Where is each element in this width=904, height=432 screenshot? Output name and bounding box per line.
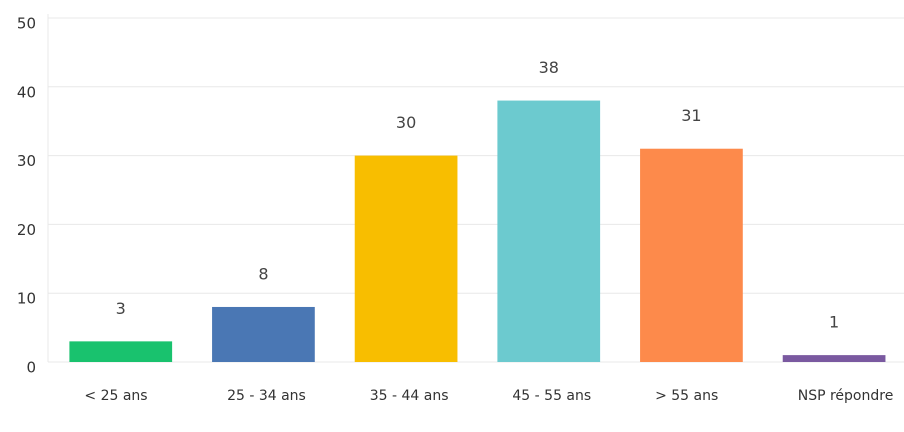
bar bbox=[354, 155, 458, 362]
value-label: 8 bbox=[258, 264, 268, 283]
bar bbox=[640, 148, 743, 362]
x-tick-label: 25 - 34 ans bbox=[227, 388, 306, 404]
y-tick-label: 0 bbox=[26, 359, 36, 377]
y-tick-label: 10 bbox=[17, 290, 36, 308]
bar bbox=[69, 341, 173, 362]
y-tick-label: 50 bbox=[17, 15, 36, 33]
bar bbox=[782, 355, 886, 362]
value-label: 30 bbox=[396, 113, 416, 132]
y-tick-label: 20 bbox=[17, 221, 36, 239]
x-tick-label: NSP répondre bbox=[798, 388, 894, 404]
value-label: 38 bbox=[539, 58, 559, 77]
y-tick-label: 40 bbox=[17, 83, 36, 101]
value-label: 31 bbox=[681, 106, 701, 125]
x-tick-label: 35 - 44 ans bbox=[370, 388, 449, 404]
y-tick-label: 30 bbox=[17, 152, 36, 170]
bar bbox=[212, 306, 315, 362]
x-tick-label: 45 - 55 ans bbox=[512, 388, 591, 404]
x-tick-label: < 25 ans bbox=[84, 388, 147, 404]
bar bbox=[497, 100, 601, 362]
value-label: 3 bbox=[116, 299, 126, 318]
value-label: 1 bbox=[829, 313, 839, 332]
x-tick-label: > 55 ans bbox=[655, 388, 718, 404]
